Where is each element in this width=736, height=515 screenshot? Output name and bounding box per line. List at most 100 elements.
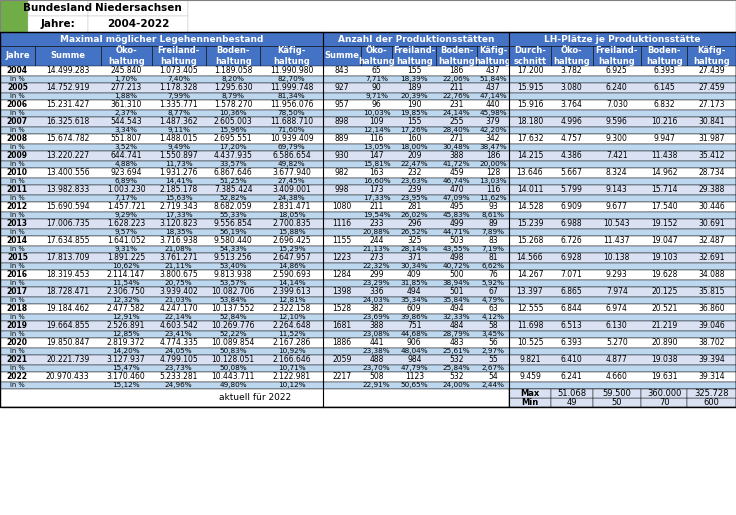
Text: 41,72%: 41,72% [443,161,470,167]
Text: 8,61%: 8,61% [481,212,504,218]
Text: 22,91%: 22,91% [363,382,391,388]
Bar [0,246,736,253]
Text: 18,00%: 18,00% [400,144,428,150]
Bar [0,66,736,76]
Bar [0,365,736,372]
Bar [188,0,736,32]
Text: 13.400.556: 13.400.556 [46,168,90,177]
Text: 7,17%: 7,17% [115,195,138,201]
Text: 3.409.001: 3.409.001 [272,185,311,194]
Bar [0,355,736,365]
Text: Boden-
haltung: Boden- haltung [646,46,682,66]
Text: Freiland-
haltung: Freiland- haltung [393,46,436,66]
Text: Jahre:: Jahre: [40,19,75,29]
Text: 25,61%: 25,61% [443,348,470,354]
Text: 8,20%: 8,20% [222,76,244,82]
Text: 38,94%: 38,94% [443,280,470,286]
Text: 19.103: 19.103 [651,253,678,262]
Text: 3.080: 3.080 [561,83,583,92]
Text: 14.962: 14.962 [651,168,678,177]
Text: 609: 609 [407,304,422,313]
Bar [509,32,736,46]
Text: 2,37%: 2,37% [115,110,138,116]
Text: 23,70%: 23,70% [363,365,391,371]
Bar [101,46,152,66]
Text: 2.399.613: 2.399.613 [272,287,311,296]
Text: 10.216: 10.216 [651,117,677,126]
Text: 22,14%: 22,14% [165,314,193,320]
Text: 3.939.402: 3.939.402 [160,287,198,296]
Text: 2018: 2018 [7,304,28,313]
Text: 898: 898 [335,117,349,126]
Text: 5.667: 5.667 [561,168,583,177]
Text: 2015: 2015 [7,253,28,262]
Text: 2019: 2019 [7,321,28,330]
Text: 56: 56 [488,338,498,347]
Text: 2,44%: 2,44% [481,382,504,388]
Text: 1528: 1528 [333,304,352,313]
Text: 3.716.938: 3.716.938 [160,236,198,245]
Text: 2012: 2012 [7,202,28,211]
Text: 7,89%: 7,89% [481,229,504,235]
Text: 33,57%: 33,57% [219,161,247,167]
Text: 155: 155 [407,117,422,126]
Text: 984: 984 [407,355,422,364]
Text: 889: 889 [335,134,349,143]
Text: 20.221.739: 20.221.739 [46,355,89,364]
Text: 15.239: 15.239 [517,219,543,228]
Text: 10,36%: 10,36% [219,110,247,116]
Text: 15,63%: 15,63% [165,195,193,201]
Text: 32.487: 32.487 [698,236,725,245]
Text: 18.728.471: 18.728.471 [46,287,89,296]
Bar [0,127,736,134]
Text: 751: 751 [407,321,422,330]
Bar [0,0,28,32]
Text: 63: 63 [488,304,498,313]
Text: 7,99%: 7,99% [167,93,191,99]
Text: 7.385.424: 7.385.424 [214,185,252,194]
Text: 50,83%: 50,83% [219,348,247,354]
Bar [0,185,736,195]
Text: 1116: 1116 [333,219,352,228]
Text: 11.698: 11.698 [517,321,543,330]
Text: in %: in % [10,382,25,388]
Text: 1.550.897: 1.550.897 [160,151,198,160]
Text: 11.438: 11.438 [651,151,677,160]
Bar [641,389,687,398]
Bar [0,372,736,382]
Text: 24,96%: 24,96% [165,382,193,388]
Text: 2,67%: 2,67% [481,365,504,371]
Text: 23,69%: 23,69% [363,314,391,320]
Text: 9.596: 9.596 [606,117,628,126]
Bar [509,46,551,66]
Text: 19.664.855: 19.664.855 [46,321,90,330]
Text: 277.213: 277.213 [110,83,142,92]
Text: 8,79%: 8,79% [222,93,244,99]
Text: 30,48%: 30,48% [443,144,470,150]
Text: 163: 163 [369,168,384,177]
Text: 20,39%: 20,39% [400,93,428,99]
Text: 32,33%: 32,33% [443,314,470,320]
Text: 10,62%: 10,62% [113,263,140,269]
Text: 930: 930 [335,151,350,160]
Text: 17,26%: 17,26% [400,127,428,133]
Text: 2.695.551: 2.695.551 [214,134,252,143]
Bar [509,389,551,398]
Text: 239: 239 [407,185,422,194]
Bar [0,338,736,348]
Text: 2.122.981: 2.122.981 [272,372,311,381]
Text: 1.487.362: 1.487.362 [160,117,198,126]
Bar [0,314,736,321]
Text: 53,84%: 53,84% [219,297,247,303]
Text: 388: 388 [369,321,384,330]
Text: 44,68%: 44,68% [400,331,428,337]
Text: 7.974: 7.974 [606,287,628,296]
Text: 47,09%: 47,09% [443,195,470,201]
Text: 2.114.147: 2.114.147 [107,270,145,279]
Text: 10.939.409: 10.939.409 [270,134,314,143]
Bar [0,389,736,407]
Text: 13.220.227: 13.220.227 [46,151,89,160]
Text: 23,41%: 23,41% [165,331,193,337]
Text: in %: in % [10,280,25,286]
Text: 14.011: 14.011 [517,185,543,194]
